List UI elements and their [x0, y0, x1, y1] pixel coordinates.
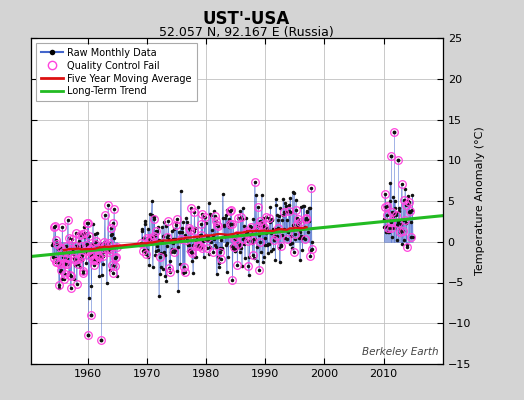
Text: UST'-USA: UST'-USA [203, 10, 290, 28]
Text: Berkeley Earth: Berkeley Earth [362, 348, 439, 358]
Legend: Raw Monthly Data, Quality Control Fail, Five Year Moving Average, Long-Term Tren: Raw Monthly Data, Quality Control Fail, … [36, 43, 197, 101]
Y-axis label: Temperature Anomaly (°C): Temperature Anomaly (°C) [475, 127, 485, 275]
Text: 52.057 N, 92.167 E (Russia): 52.057 N, 92.167 E (Russia) [159, 26, 334, 39]
